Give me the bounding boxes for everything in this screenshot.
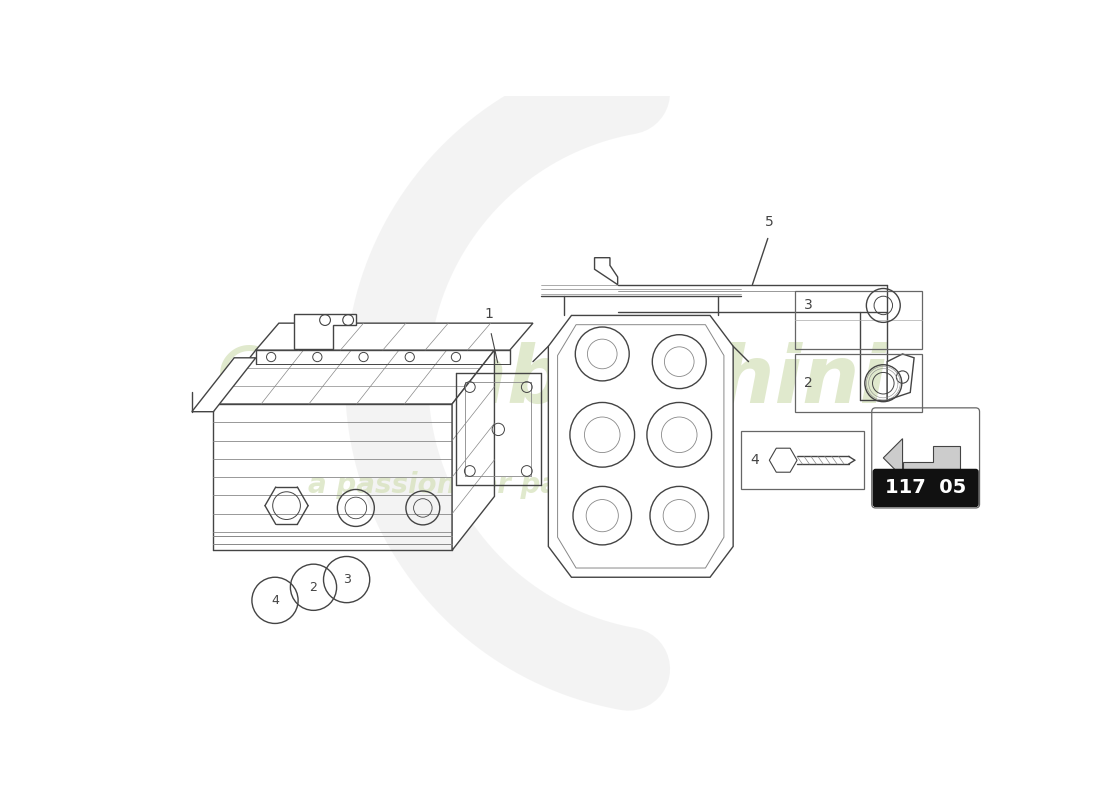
Bar	[794, 354, 922, 412]
Polygon shape	[213, 350, 495, 404]
Polygon shape	[594, 258, 618, 285]
Text: 2: 2	[309, 581, 318, 594]
Polygon shape	[769, 448, 798, 472]
Polygon shape	[452, 350, 495, 550]
Text: 4: 4	[750, 454, 759, 467]
Text: 3: 3	[343, 573, 351, 586]
Polygon shape	[883, 438, 902, 477]
Bar	[794, 291, 922, 349]
Text: 1: 1	[485, 307, 494, 321]
Polygon shape	[902, 446, 960, 477]
Polygon shape	[255, 323, 534, 350]
Text: 2: 2	[804, 376, 813, 390]
FancyBboxPatch shape	[873, 470, 978, 506]
Polygon shape	[191, 358, 255, 412]
Text: © Lamborghini: © Lamborghini	[209, 342, 888, 420]
Text: 117  05: 117 05	[886, 478, 966, 498]
Text: 5: 5	[764, 215, 773, 230]
Polygon shape	[558, 325, 724, 568]
Polygon shape	[548, 315, 733, 578]
Text: a passion for parts © 1985: a passion for parts © 1985	[308, 471, 727, 499]
Polygon shape	[887, 354, 914, 400]
Bar	[741, 431, 865, 489]
Text: 4: 4	[271, 594, 279, 607]
Text: 3: 3	[804, 298, 813, 313]
Polygon shape	[295, 314, 356, 349]
